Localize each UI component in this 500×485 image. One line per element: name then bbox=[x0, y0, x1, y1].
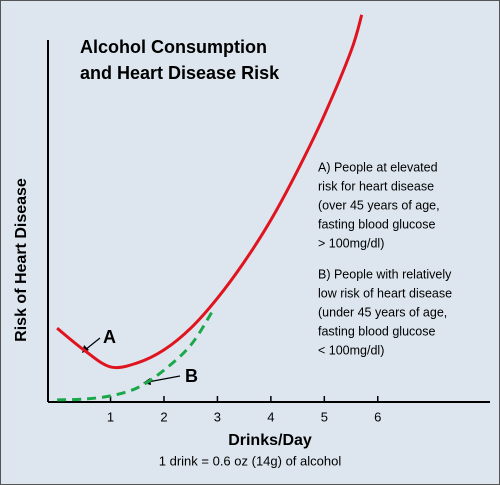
annotation: < 100mg/dl) bbox=[318, 343, 384, 357]
y-axis-label: Risk of Heart Disease bbox=[13, 178, 30, 342]
series-line bbox=[56, 14, 364, 370]
annotation: (over 45 years of age, bbox=[318, 198, 440, 212]
arrow bbox=[84, 337, 101, 351]
annotation: A) People at elevated bbox=[318, 160, 438, 174]
annotation: > 100mg/dl) bbox=[318, 236, 384, 250]
x-axis-label: Drinks/Day bbox=[228, 432, 312, 449]
x-tick-label: 5 bbox=[321, 409, 328, 424]
arrow bbox=[147, 375, 181, 383]
annotation: low risk of heart disease bbox=[318, 286, 452, 300]
annotation: fasting blood glucose bbox=[318, 217, 435, 231]
chart-title: Alcohol Consumption bbox=[80, 37, 267, 57]
chart-title: and Heart Disease Risk bbox=[80, 63, 280, 83]
annotation: (under 45 years of age, bbox=[318, 305, 447, 319]
series-line bbox=[57, 311, 214, 402]
x-tick-label: 2 bbox=[160, 409, 167, 424]
annotation: fasting blood glucose bbox=[318, 324, 435, 338]
series-label: B bbox=[185, 366, 198, 386]
annotation: B) People with relatively bbox=[318, 267, 452, 281]
series-label: A bbox=[103, 327, 116, 347]
x-tick-label: 4 bbox=[267, 409, 274, 424]
x-tick-label: 3 bbox=[214, 409, 221, 424]
x-tick-label: 1 bbox=[107, 409, 114, 424]
footnote: 1 drink = 0.6 oz (14g) of alcohol bbox=[159, 453, 342, 468]
annotation: risk for heart disease bbox=[318, 179, 434, 193]
x-tick-label: 6 bbox=[374, 409, 381, 424]
